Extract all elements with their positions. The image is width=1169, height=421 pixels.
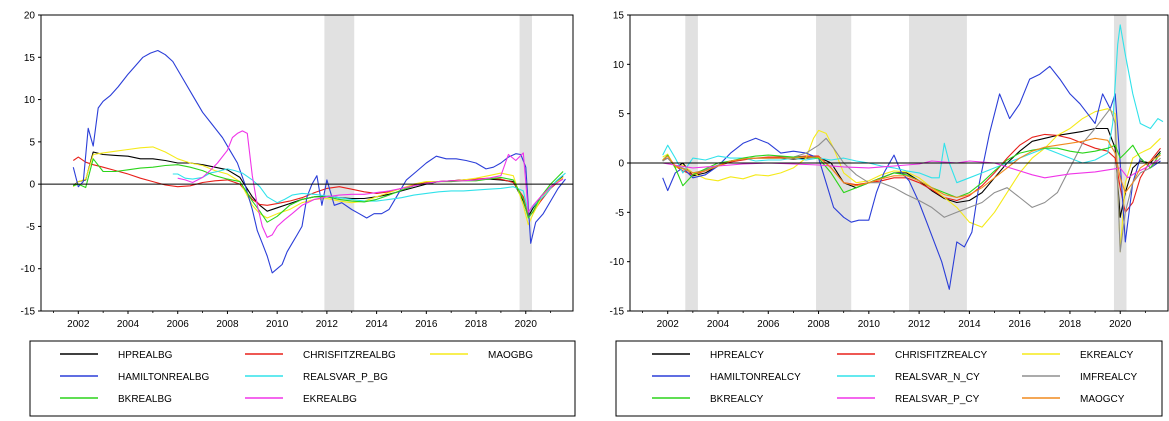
legend-label: MAOGBG [488, 350, 533, 361]
series-line-ekrealbg [177, 130, 564, 238]
x-tick-label: 2002 [657, 319, 680, 330]
y-tick-label: -15 [21, 307, 36, 318]
legend-label: REALSVAR_P_BG [303, 372, 388, 383]
y-tick-label: 20 [24, 11, 36, 22]
y-tick-label: 10 [613, 60, 625, 71]
series-line-hamiltonrealcy [662, 65, 1161, 290]
shaded-band [324, 15, 355, 311]
legend-label: HPREALCY [710, 350, 764, 361]
legend-box [29, 340, 576, 417]
series-line-ekrealcy [662, 108, 1161, 253]
legend-label: CHRISFITZREALCY [895, 350, 988, 361]
x-tick-label: 2016 [1009, 319, 1032, 330]
y-tick-label: 10 [24, 95, 36, 106]
series-line-chrisfitzrealcy [662, 133, 1161, 213]
y-tick-label: 5 [618, 109, 624, 120]
x-tick-label: 2018 [1059, 319, 1082, 330]
shaded-band [519, 15, 532, 311]
legend-label: HAMILTONREALBG [118, 372, 210, 383]
x-tick-label: 2002 [67, 319, 90, 330]
y-tick-label: -10 [610, 257, 625, 268]
x-tick-label: 2004 [117, 319, 140, 330]
x-tick-label: 2020 [1109, 319, 1132, 330]
y-tick-label: -5 [26, 222, 35, 233]
x-tick-label: 2016 [415, 319, 438, 330]
legend-label: HAMILTONREALCY [710, 372, 801, 383]
y-tick-label: -5 [615, 208, 624, 219]
x-tick-label: 2008 [216, 319, 239, 330]
legend-label: HPREALBG [118, 350, 173, 361]
x-tick-label: 2004 [707, 319, 730, 330]
legend-box [615, 340, 1163, 417]
legend-label: IMFREALCY [1080, 372, 1138, 383]
series-line-chrisfitzrealbg [72, 156, 564, 217]
x-tick-label: 2008 [807, 319, 830, 330]
series-line-bkrealbg [73, 158, 564, 223]
y-tick-label: -15 [610, 307, 625, 318]
y-tick-label: 15 [613, 11, 625, 22]
series-line-maogcy [662, 137, 1161, 199]
x-tick-label: 2010 [266, 319, 289, 330]
legend-label: MAOGCY [1080, 394, 1125, 405]
x-tick-label: 2010 [858, 319, 881, 330]
plot-frame [40, 14, 574, 312]
series-line-hamiltonrealbg [72, 49, 566, 274]
x-tick-label: 2012 [316, 319, 339, 330]
x-tick-label: 2014 [365, 319, 388, 330]
chart-panel-cy: -15 -10 -5 0 5 10 15 2002 2004 2006 2008 2010 2012 20… [610, 11, 1169, 417]
x-tick-label: 2018 [465, 319, 488, 330]
x-tick-label: 2006 [167, 319, 190, 330]
legend-label: CHRISFITZREALBG [303, 350, 396, 361]
legend-label: BKREALCY [710, 394, 764, 405]
chart-panel-bg: -15 -10 -5 0 5 10 15 20 2002 2004 2006 2008 2010 2012… [21, 11, 576, 417]
series-line-realsvar_p_bg [172, 168, 566, 213]
y-tick-label: 15 [24, 53, 36, 64]
legend-label: EKREALCY [1080, 350, 1134, 361]
legend-label: REALSVAR_P_CY [895, 394, 980, 405]
y-tick-label: 0 [618, 159, 624, 170]
x-tick-label: 2006 [757, 319, 780, 330]
x-tick-label: 2020 [515, 319, 538, 330]
x-tick-label: 2012 [908, 319, 931, 330]
y-tick-label: 0 [29, 180, 35, 191]
y-tick-label: -10 [21, 264, 36, 275]
legend-label: BKREALBG [118, 394, 172, 405]
legend-label: EKREALBG [303, 394, 357, 405]
legend-label: REALSVAR_N_CY [895, 372, 980, 383]
x-tick-label: 2014 [958, 319, 981, 330]
y-tick-label: 5 [29, 137, 35, 148]
